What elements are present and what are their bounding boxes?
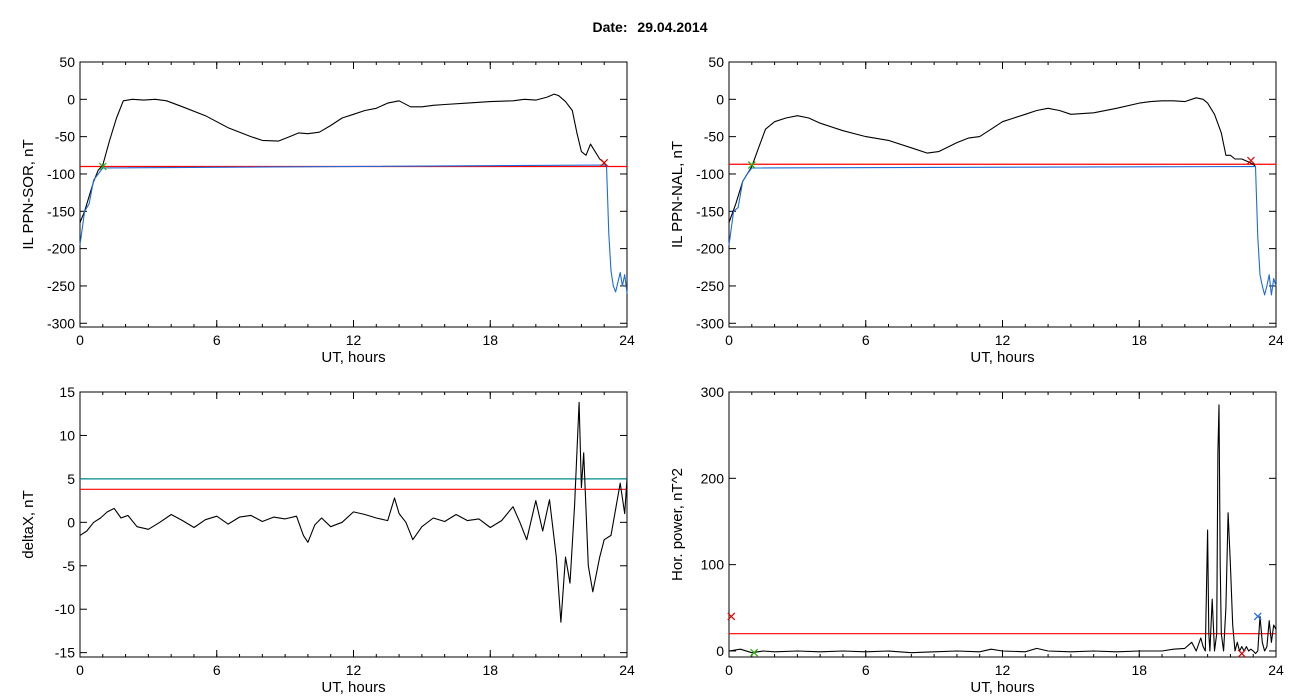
- y-axis-label: IL PPN-SOR, nT: [20, 139, 37, 249]
- plot-frame: [728, 61, 1277, 328]
- chart-panel-4: 0 6 12 18 24 300 200 100 0 UT, hours Hor. power, n…: [669, 384, 1284, 696]
- y-axis-label: Hor. power, nT^2: [669, 468, 686, 581]
- y-tick-label: 300: [701, 384, 725, 400]
- y-tick-label: 15: [59, 384, 75, 400]
- y-tick-label: -150: [47, 203, 75, 219]
- x-tick-label: 12: [346, 662, 362, 678]
- x-tick-label: 6: [862, 332, 870, 348]
- point-marker: [750, 648, 758, 657]
- plot-frame: [79, 391, 628, 658]
- x-tick-label: 0: [76, 332, 84, 348]
- x-tick-label: 6: [213, 332, 221, 348]
- chart-panel-3: 0 6 12 18 24 15 10 5 0 -5 -10 -15 UT, hours deltaX, n…: [20, 384, 635, 696]
- x-tick-label: 0: [76, 662, 84, 678]
- x-tick-label: 0: [725, 662, 733, 678]
- y-tick-label: -250: [47, 278, 75, 294]
- y-tick-label: 0: [716, 643, 724, 659]
- y-tick-label: -5: [63, 558, 76, 574]
- x-tick-label: 12: [346, 332, 362, 348]
- y-tick-label: 0: [67, 91, 75, 107]
- x-tick-label: 18: [482, 662, 498, 678]
- y-tick-label: 50: [708, 54, 724, 70]
- y-tick-label: -200: [47, 241, 75, 257]
- y-tick-label: 10: [59, 427, 75, 443]
- point-marker: [1237, 649, 1246, 658]
- y-tick-label: 50: [59, 54, 75, 70]
- series-line-2: [728, 165, 1277, 296]
- series-line-2: [79, 164, 628, 294]
- point-marker: [1253, 612, 1262, 621]
- x-tick-label: 24: [619, 332, 635, 348]
- x-tick-label: 0: [725, 332, 733, 348]
- y-tick-label: -150: [696, 203, 724, 219]
- x-tick-label: 12: [995, 332, 1011, 348]
- x-tick-label: 24: [619, 662, 635, 678]
- x-axis-label: UT, hours: [321, 349, 385, 366]
- series-line-1: [79, 93, 607, 223]
- series-line-1: [728, 97, 1256, 223]
- x-tick-label: 18: [1131, 662, 1147, 678]
- point-marker: [600, 158, 609, 167]
- date-value: 29.04.2014: [637, 19, 708, 35]
- y-tick-label: -250: [696, 278, 724, 294]
- point-marker: [727, 612, 736, 621]
- point-marker: [1247, 156, 1255, 165]
- point-marker: [747, 161, 756, 169]
- y-tick-label: -50: [704, 129, 724, 145]
- y-tick-label: -300: [47, 315, 75, 331]
- y-tick-label: -300: [696, 315, 724, 331]
- plot-frame: [728, 391, 1277, 658]
- x-axis-label: UT, hours: [970, 349, 1034, 366]
- y-axis-label: deltaX, nT: [20, 490, 37, 558]
- chart-panel-1: 0 6 12 18 24 50 0 -50 -100 -150 -200 -250 -300 UT, ho…: [20, 54, 635, 366]
- x-axis-label: UT, hours: [970, 679, 1034, 696]
- x-tick-label: 18: [1131, 332, 1147, 348]
- x-tick-label: 24: [1268, 662, 1284, 678]
- y-tick-label: -100: [696, 166, 724, 182]
- date-label: Date:: [592, 19, 628, 35]
- y-tick-label: 0: [67, 514, 75, 530]
- y-tick-label: 200: [701, 470, 725, 486]
- chart-title: Date: 29.04.2014: [0, 19, 1300, 35]
- series-line-1: [79, 401, 628, 623]
- y-tick-label: -50: [55, 129, 75, 145]
- x-tick-label: 12: [995, 662, 1011, 678]
- plot-frame: [79, 61, 628, 328]
- y-tick-label: 5: [67, 471, 75, 487]
- x-axis-label: UT, hours: [321, 679, 385, 696]
- x-tick-label: 6: [213, 662, 221, 678]
- y-axis-label: IL PPN-NAL, nT: [669, 141, 686, 248]
- point-marker: [98, 162, 107, 171]
- y-tick-label: 0: [716, 91, 724, 107]
- chart-panel-2: 0 6 12 18 24 50 0 -50 -100 -150 -200 -250 -300 UT, ho…: [669, 54, 1284, 366]
- x-tick-label: 18: [482, 332, 498, 348]
- x-tick-label: 24: [1268, 332, 1284, 348]
- series-line-1: [728, 404, 1277, 655]
- y-tick-label: -15: [55, 645, 75, 661]
- x-tick-label: 6: [862, 662, 870, 678]
- y-tick-label: -100: [47, 166, 75, 182]
- y-tick-label: -10: [55, 601, 75, 617]
- y-tick-label: -200: [696, 241, 724, 257]
- y-tick-label: 100: [701, 557, 725, 573]
